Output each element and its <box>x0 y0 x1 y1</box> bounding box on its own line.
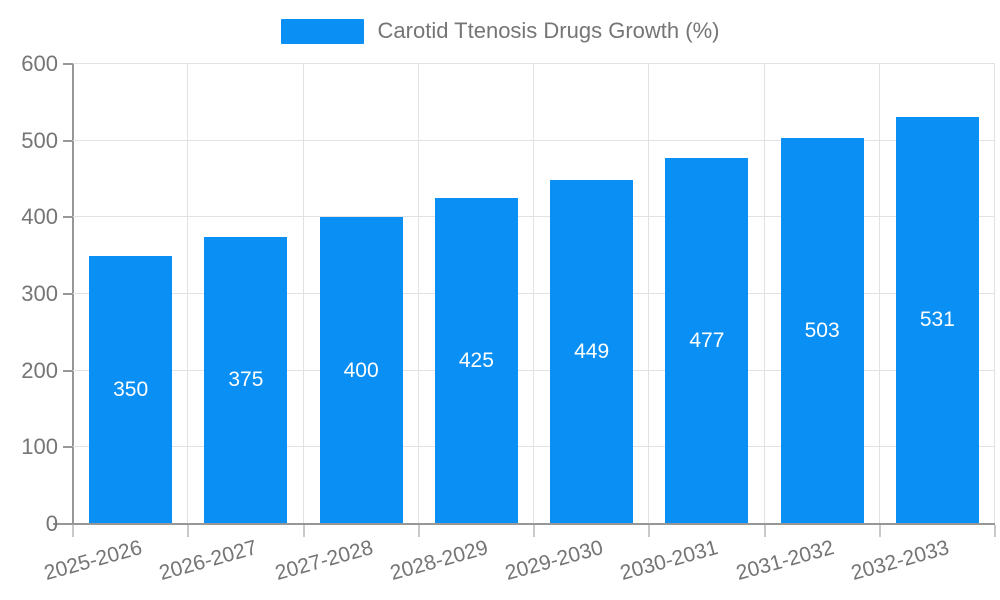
bar-value-label: 350 <box>113 377 149 401</box>
y-grid-line <box>73 63 995 64</box>
x-axis-tick <box>417 525 420 537</box>
bar: 425 <box>434 198 518 524</box>
x-axis-tick <box>187 525 190 537</box>
x-tick-label: 2027-2028 <box>272 536 376 586</box>
bar-value-label: 531 <box>919 308 955 332</box>
x-grid-line <box>302 64 304 524</box>
x-grid-line <box>648 64 650 524</box>
y-grid-line <box>73 369 995 371</box>
x-axis-tick <box>994 525 996 537</box>
bar: 350 <box>89 255 173 524</box>
bar: 375 <box>204 236 288 524</box>
x-axis-line <box>53 523 995 525</box>
x-axis-tick <box>763 525 766 537</box>
x-tick-label: 2029-2030 <box>502 536 606 586</box>
x-grid-line <box>994 64 995 524</box>
y-axis-tick <box>63 63 73 65</box>
x-axis-tick <box>302 525 305 537</box>
x-tick-label: 2028-2029 <box>387 536 491 586</box>
x-axis-tick <box>878 525 881 537</box>
bar: 449 <box>550 179 634 524</box>
y-axis-tick <box>63 139 73 142</box>
x-tick-label: 2031-2032 <box>733 536 837 586</box>
y-tick-label: 400 <box>21 204 58 230</box>
y-tick-label: 500 <box>21 127 58 153</box>
bar-value-label: 503 <box>804 319 840 343</box>
y-tick-label: 200 <box>21 357 58 383</box>
y-grid-line <box>73 446 995 448</box>
bar-value-label: 400 <box>343 358 379 382</box>
bar-value-label: 375 <box>228 368 264 392</box>
x-grid-line <box>878 64 880 524</box>
y-tick-label: 100 <box>21 434 58 460</box>
legend[interactable]: Carotid Ttenosis Drugs Growth (%) <box>0 18 1000 44</box>
y-grid-line <box>73 216 995 218</box>
x-grid-line <box>763 64 765 524</box>
bar: 400 <box>319 217 403 524</box>
y-tick-label: 600 <box>21 51 58 76</box>
x-tick-label: 2032-2033 <box>848 536 952 586</box>
legend-label[interactable]: Carotid Ttenosis Drugs Growth (%) <box>377 18 720 43</box>
x-grid-line <box>533 64 534 524</box>
y-tick-label: 0 <box>45 511 58 536</box>
y-axis-line <box>72 64 74 525</box>
bar: 477 <box>665 158 749 524</box>
x-tick-label: 2026-2027 <box>157 536 261 586</box>
y-axis-tick <box>63 369 73 372</box>
x-grid-line <box>187 64 189 524</box>
bar-value-label: 477 <box>689 329 725 353</box>
y-axis-tick <box>63 446 73 449</box>
legend-swatch[interactable] <box>280 18 364 44</box>
y-axis-tick <box>63 523 73 525</box>
x-tick-label: 2025-2026 <box>41 536 145 586</box>
bar: 503 <box>780 138 864 524</box>
x-grid-line <box>417 64 419 524</box>
plot-area: 350 375 400 425 449 477 503 531 <box>73 63 995 524</box>
bar: 531 <box>895 116 979 524</box>
x-axis-tick <box>533 525 535 537</box>
bar-value-label: 425 <box>458 349 494 373</box>
y-grid-line <box>73 139 995 141</box>
x-axis-tick <box>72 525 74 537</box>
y-tick-label: 300 <box>21 281 58 306</box>
bar-value-label: 449 <box>574 339 610 363</box>
y-axis-tick <box>63 216 73 219</box>
y-axis-tick <box>63 293 73 295</box>
x-tick-label: 2030-2031 <box>618 536 722 586</box>
x-axis-tick <box>648 525 651 537</box>
y-grid-line <box>73 293 995 294</box>
